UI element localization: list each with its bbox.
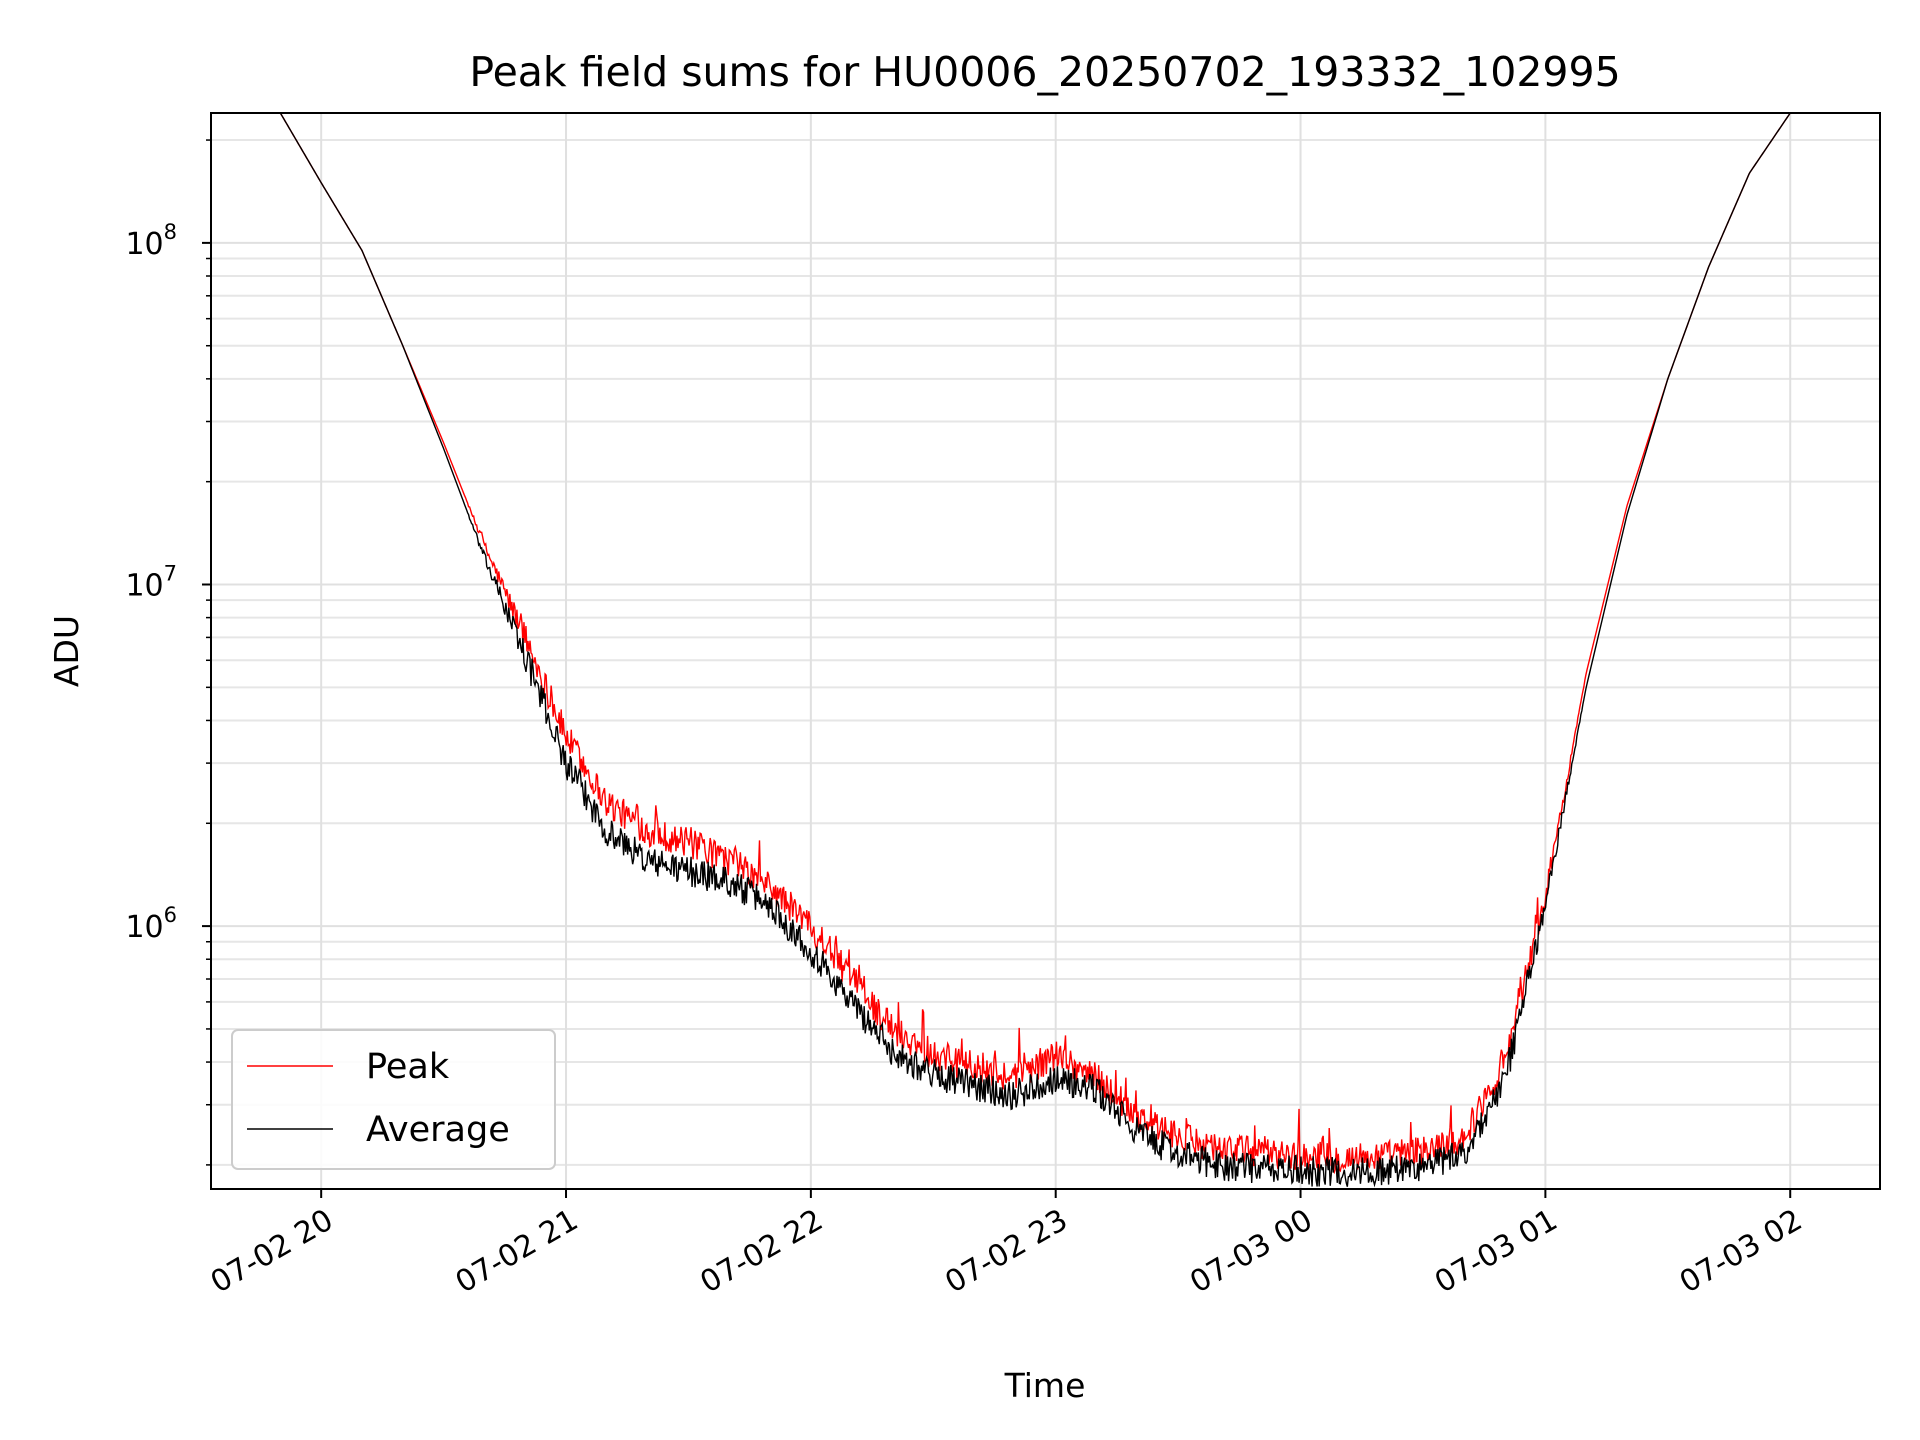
x-tick-label: 07-02 23 [939, 1203, 1073, 1301]
x-tick-label: 07-03 02 [1674, 1203, 1808, 1301]
grid [211, 113, 1880, 1189]
y-axis-title: ADU [47, 615, 86, 687]
x-tick-label: 07-02 21 [450, 1203, 584, 1301]
legend-box [231, 1029, 556, 1170]
y-tick-label: 106 [125, 903, 177, 945]
legend-label-peak: Peak [366, 1047, 450, 1087]
x-tick-label: 07-03 00 [1184, 1203, 1318, 1301]
y-tick-label: 107 [125, 561, 177, 603]
legend-label-average: Average [366, 1110, 510, 1150]
plot-frame [210, 112, 1881, 1190]
series-line-average [279, 113, 1791, 1188]
plot-area [279, 113, 1791, 1188]
chart-title: Peak field sums for HU0006_20250702_1933… [469, 48, 1620, 96]
legend: Peak Average [231, 1029, 556, 1170]
y-tick-label: 108 [125, 220, 177, 262]
x-tick-label: 07-02 22 [695, 1203, 829, 1301]
x-tick-label: 07-03 01 [1429, 1203, 1563, 1301]
x-tick-label: 07-02 20 [205, 1203, 339, 1301]
x-axis-title: Time [1004, 1366, 1086, 1405]
series-line-peak [279, 113, 1791, 1175]
